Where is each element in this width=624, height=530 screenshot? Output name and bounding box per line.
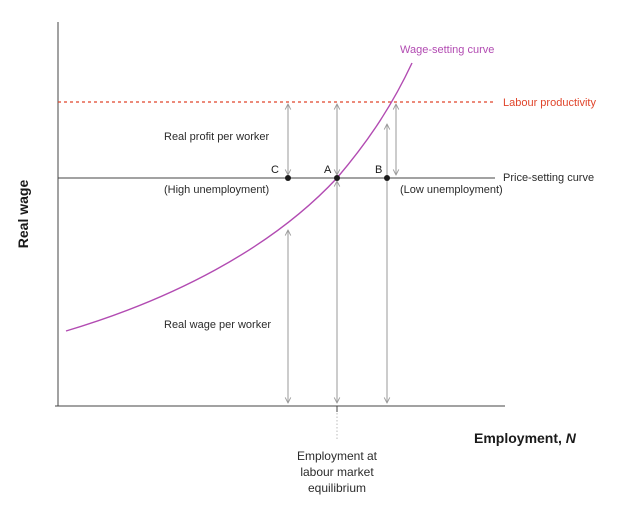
point-c-marker bbox=[285, 175, 291, 181]
high-unemployment-label: (High unemployment) bbox=[164, 184, 269, 196]
x-axis-title: Employment, N bbox=[474, 430, 577, 446]
point-b-label: B bbox=[375, 164, 382, 176]
price-setting-curve-label: Price-setting curve bbox=[503, 172, 594, 184]
real-profit-label: Real profit per worker bbox=[164, 131, 269, 143]
equilibrium-caption-line3: equilibrium bbox=[308, 481, 366, 495]
equilibrium-caption-line1: Employment at bbox=[297, 449, 378, 463]
point-c-label: C bbox=[271, 164, 279, 176]
real-wage-per-worker-label: Real wage per worker bbox=[164, 319, 271, 331]
x-axis-variable: N bbox=[566, 430, 577, 446]
x-axis-title-main: Employment, bbox=[474, 430, 566, 446]
low-unemployment-label: (Low unemployment) bbox=[400, 184, 503, 196]
point-a-marker bbox=[334, 175, 340, 181]
wage-setting-curve bbox=[65, 62, 413, 332]
wage-setting-curve-label: Wage-setting curve bbox=[400, 44, 494, 56]
point-b-marker bbox=[384, 175, 390, 181]
y-axis-title: Real wage bbox=[15, 180, 31, 249]
labour-productivity-label: Labour productivity bbox=[503, 97, 596, 109]
point-a-label: A bbox=[324, 164, 332, 176]
equilibrium-caption-line2: labour market bbox=[300, 465, 374, 479]
